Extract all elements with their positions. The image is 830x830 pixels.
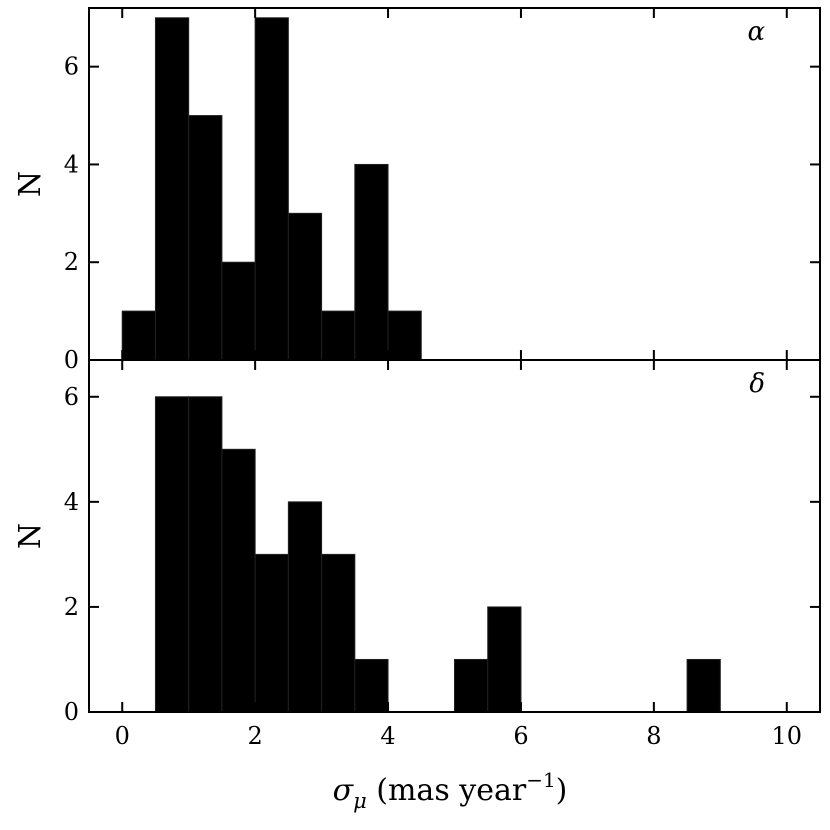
histogram-bar: [686, 658, 721, 713]
histogram-bar: [387, 310, 422, 361]
x-tick-label: 10: [771, 722, 802, 750]
histogram-panel-alpha: 0 2 4 6 Nα: [13, 7, 821, 374]
x-tick-label: 8: [646, 722, 661, 750]
plot-frame: [88, 359, 821, 713]
x-tick-label: 6: [513, 722, 528, 750]
y-tick-label: 2: [64, 593, 79, 621]
y-tick-label: 0: [64, 346, 79, 374]
histogram-bar: [154, 396, 190, 713]
histogram-bar: [188, 115, 223, 361]
y-tick-label: 4: [64, 488, 79, 516]
x-tick-label: 2: [247, 722, 262, 750]
y-tick-label: 0: [64, 698, 79, 726]
histogram-bar: [254, 17, 289, 361]
histogram-bar: [287, 501, 323, 713]
histogram-bar: [354, 163, 389, 361]
y-tick-label: 2: [64, 248, 79, 276]
histogram-panel-delta: 0 2 4 6 0 2 4 6 8 10 Nδ: [13, 359, 821, 750]
histogram-bar: [221, 448, 256, 713]
histogram-bar: [154, 17, 190, 361]
histogram-bar: [254, 553, 289, 713]
histogram-bar: [487, 606, 522, 713]
panel-label: α: [747, 17, 765, 47]
y-tick-label: 6: [64, 53, 79, 81]
x-tick-label: 0: [115, 722, 130, 750]
y-tick-label: 4: [64, 150, 79, 178]
histogram-bar: [354, 658, 389, 713]
histogram-bar: [221, 261, 256, 361]
x-tick-label: 4: [380, 722, 395, 750]
histogram-bar: [454, 658, 489, 713]
histogram-bar: [188, 396, 223, 713]
histogram-bar: [321, 310, 356, 361]
histogram-bar: [121, 310, 156, 361]
panel-label: δ: [749, 369, 765, 399]
histogram-bar: [321, 553, 356, 713]
y-tick-label: 6: [64, 383, 79, 411]
x-axis-label: σμ (mas year−1): [333, 768, 568, 813]
histogram-bar: [287, 212, 323, 361]
y-axis-label: N: [13, 523, 48, 549]
y-axis-label: N: [13, 171, 48, 197]
